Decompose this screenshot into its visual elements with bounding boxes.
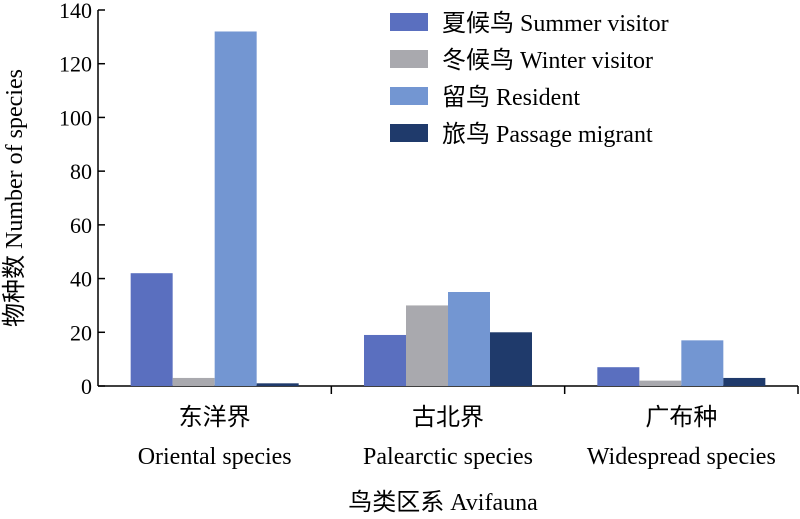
bar <box>448 292 490 386</box>
y-tick-label: 20 <box>70 320 92 345</box>
x-tick-label-en: Widespread species <box>587 444 776 470</box>
legend-label: 冬候鸟 Winter visitor <box>442 47 653 74</box>
x-tick-label-en: Oriental species <box>138 444 292 470</box>
x-tick-label-zh: 东洋界 <box>179 404 251 431</box>
y-tick-label: 0 <box>81 374 92 399</box>
x-axis-title: 鸟类区系 Avifauna <box>348 489 538 516</box>
bar <box>130 273 173 386</box>
legend-label: 旅鸟 Passage migrant <box>442 121 653 148</box>
axes: 0 20 40 60 80 100 120 140 东洋界 Oriental species 古北界… <box>59 0 799 470</box>
y-tick-label: 100 <box>59 105 92 130</box>
y-tick-label: 120 <box>59 52 92 77</box>
legend-swatch <box>390 13 428 31</box>
x-tick-label-zh: 古北界 <box>412 404 484 431</box>
y-axis-title: 物种数 Number of species <box>1 69 28 327</box>
bar <box>639 380 682 386</box>
x-tick-label-en: Palearctic species <box>363 444 533 470</box>
legend-label: 留鸟 Resident <box>442 84 580 111</box>
y-tick-label: 40 <box>70 267 92 292</box>
legend-swatch <box>390 87 428 105</box>
bar <box>723 377 766 386</box>
y-tick-label: 60 <box>70 213 92 238</box>
y-tick-label: 80 <box>70 159 92 184</box>
legend-label: 夏候鸟 Summer visitor <box>442 10 669 37</box>
bar <box>681 340 724 386</box>
bar <box>597 367 640 386</box>
bar <box>256 383 299 386</box>
bar <box>490 332 532 386</box>
legend-swatch <box>390 124 428 142</box>
legend: 夏候鸟 Summer visitor 冬候鸟 Winter visitor 留鸟 R… <box>390 10 669 148</box>
bars <box>130 31 766 386</box>
y-tick-label: 140 <box>59 0 92 23</box>
bar <box>406 305 448 386</box>
legend-swatch <box>390 50 428 68</box>
bar <box>172 377 215 386</box>
x-tick-label-zh: 广布种 <box>645 404 717 431</box>
bar <box>364 334 406 386</box>
bar <box>214 31 257 386</box>
